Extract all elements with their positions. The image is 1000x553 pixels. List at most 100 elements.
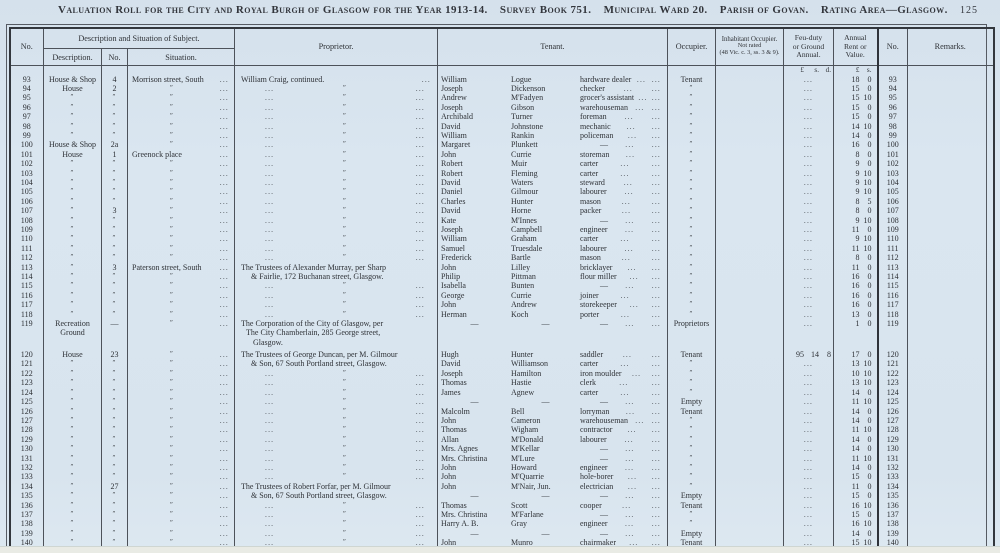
cell-tenant: David Horne packer...... (437, 206, 668, 216)
cell-inhabitant-occupier (715, 444, 784, 454)
cell-occupier: ″ (667, 196, 716, 207)
proprietor-ditto: ... ″... (236, 291, 437, 300)
rent-value: 13 (851, 309, 860, 319)
cell-situation: Paterson street, South... (127, 262, 235, 273)
cell-row-number-right: 95 (876, 93, 908, 103)
cell-remarks (907, 290, 994, 301)
cell-street-number: ″ (101, 102, 128, 113)
dots-mark: ... (651, 121, 661, 131)
cell-remarks (907, 462, 994, 473)
rent-value: 9 (855, 234, 860, 244)
dots-mark: ... (620, 309, 631, 319)
dots-mark: ... (627, 481, 638, 491)
dots-mark: ... (627, 472, 638, 482)
cell-inhabitant-occupier (715, 187, 784, 197)
rent-value: 13 (851, 378, 860, 388)
cell-inhabitant-occupier (715, 509, 784, 520)
dots-mark: ... (651, 434, 661, 444)
rent-value: 8 (855, 196, 860, 206)
tenant-first-name: William (441, 234, 467, 244)
dots-mark: ... (219, 538, 229, 548)
dots-mark: ... (415, 528, 425, 538)
dots-mark: ... (219, 378, 229, 388)
cell-description: ″ (43, 234, 102, 244)
dots-mark: ... (219, 300, 229, 310)
cell-tenant: Joseph Campbell engineer...... (437, 225, 668, 235)
tenant-first-name: Daniel (441, 187, 463, 197)
dots-mark: ... (651, 215, 661, 225)
rent-value: 16 (851, 140, 860, 150)
dots-mark: ... (803, 253, 814, 263)
cell-row-number-right: 116 (876, 290, 908, 301)
table-row: 132 ″ ″ ″...... ″... John Howard engineer......… (9, 462, 994, 473)
dots-mark: ... (219, 290, 229, 300)
occupation-text: carter (580, 234, 599, 244)
tenant-surname: Graham (511, 234, 537, 244)
cell-row-number-right: 109 (876, 225, 908, 235)
cell-row-number-right: 138 (876, 519, 908, 529)
units-cell (101, 65, 128, 75)
situation-text: ″ (170, 93, 174, 102)
dots-mark: ... (265, 281, 275, 291)
cell-description: ″ (43, 397, 102, 407)
tenant-surname: Lilley (511, 262, 531, 272)
tenant-occupation: storekeeper...... (580, 300, 667, 309)
tenant-first-name: John (441, 415, 457, 425)
situation-text: ″ (170, 500, 174, 509)
dots-mark: ... (651, 500, 661, 510)
cell-proprietor: ... ″... (234, 415, 438, 426)
dots-mark: ... (625, 462, 635, 472)
cell-row-number-right: 122 (876, 368, 908, 379)
proprietor-ditto: ... ″... (236, 425, 437, 434)
cell-inhabitant-occupier (715, 434, 784, 445)
proprietor-ditto: ... ″... (236, 397, 437, 406)
cell-feu-duty: ... (783, 102, 834, 113)
dots-mark: ... (803, 472, 814, 482)
dots-mark: ... (415, 102, 425, 112)
dots-mark: ... (415, 538, 425, 548)
dots-mark: ... (651, 225, 661, 234)
cell-situation: ″... (127, 519, 235, 529)
cell-situation: ″... (127, 225, 235, 235)
dots-mark: ... (219, 149, 229, 159)
ditto-mark: ″ (343, 406, 347, 415)
dots-mark: ... (219, 74, 229, 84)
rent-value: 10 (863, 359, 872, 369)
dots-mark: ... (265, 462, 275, 472)
dots-mark: ... (219, 481, 229, 491)
situation-text: ″ (170, 272, 174, 281)
proprietor-ditto: ... ″... (236, 528, 437, 538)
cell-description: ″ (43, 196, 102, 207)
rent-value: 10 (863, 519, 872, 529)
cell-situation: ″... (127, 83, 235, 94)
ditto-mark: ″ (343, 234, 347, 243)
dots-mark: ... (415, 281, 425, 291)
cell-remarks (907, 93, 994, 103)
tenant-occupation: labourer...... (580, 244, 667, 253)
proprietor-ditto: ... ″... (236, 93, 437, 102)
tenant-first-name: — (470, 319, 479, 329)
cell-situation: ″... (127, 509, 235, 520)
rent-value: 13 (851, 359, 860, 369)
dots-mark: ... (624, 112, 634, 122)
rent-value: 11 (851, 225, 860, 234)
cell-row-number: 96 (9, 102, 44, 113)
tenant-occupation: warehouseman...... (580, 103, 667, 112)
dots-mark: ... (415, 309, 425, 319)
occupation-text: mechanic (580, 121, 611, 131)
ditto-mark: ″ (343, 434, 347, 443)
page-title: Valuation Roll for the City and Royal Bu… (58, 4, 488, 16)
occupation-text: — (600, 528, 608, 538)
occupation-text: contractor (580, 425, 613, 435)
cell-occupier: Tenant (667, 500, 716, 510)
cell-street-number: ″ (101, 196, 128, 207)
cell-proprietor: ... ″... (234, 462, 438, 473)
tenant-first-name: Andrew (441, 93, 467, 103)
dots-mark: ... (651, 378, 661, 388)
cell-occupier: ″ (667, 234, 716, 244)
occupation-text: mason (580, 196, 601, 206)
table-row: 140 ″ ″ ″...... ″... John Munro chairmaker.....… (9, 538, 994, 549)
tenant-occupation: carter...... (580, 169, 667, 178)
cell-situation: ″... (127, 528, 235, 539)
rent-value: 10 (863, 187, 872, 197)
